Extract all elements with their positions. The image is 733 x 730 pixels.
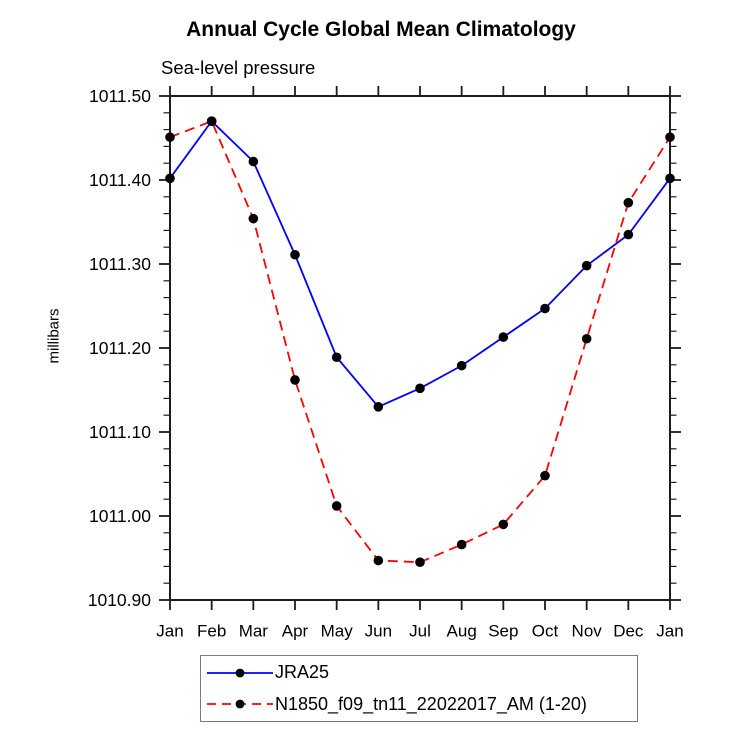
x-tick-label: Jun xyxy=(365,622,392,641)
legend-label-n1850: N1850_f09_tn11_22022017_AM (1-20) xyxy=(275,693,587,714)
data-point-marker-1 xyxy=(665,132,675,142)
data-point-marker-1 xyxy=(165,132,175,142)
y-tick-label: 1011.20 xyxy=(89,338,151,358)
x-tick-label: Jan xyxy=(656,622,683,641)
chart-title: Annual Cycle Global Mean Climatology xyxy=(186,18,576,41)
data-point-marker-1 xyxy=(498,519,509,530)
data-point-marker-1 xyxy=(540,470,550,481)
data-point-marker-1 xyxy=(456,539,467,550)
y-tick-label: 1011.50 xyxy=(89,86,151,106)
data-point-marker-0 xyxy=(456,360,467,371)
data-point-marker-0 xyxy=(331,352,342,363)
x-tick-label: Oct xyxy=(532,622,559,641)
data-point-marker-0 xyxy=(540,303,550,314)
data-point-marker-0 xyxy=(581,260,592,271)
data-point-marker-1 xyxy=(248,213,259,224)
legend-marker-icon xyxy=(235,668,245,678)
x-tick-label: Sep xyxy=(488,622,518,641)
legend-marker-icon xyxy=(235,699,245,709)
y-tick-label: 1011.00 xyxy=(89,506,151,526)
x-tick-label: Apr xyxy=(282,622,309,641)
y-tick-label: 1011.10 xyxy=(89,422,151,442)
legend-item-jra25: JRA25 xyxy=(206,658,637,688)
x-tick-label: Jan xyxy=(156,622,183,641)
x-tick-label: Mar xyxy=(239,622,269,641)
y-tick-label: 1011.30 xyxy=(89,254,151,274)
y-tick-label: 1011.40 xyxy=(89,170,151,190)
legend-solid-line-sample xyxy=(207,668,273,678)
data-point-marker-0 xyxy=(248,156,259,167)
data-point-marker-1 xyxy=(373,555,384,566)
data-point-marker-1 xyxy=(331,501,342,511)
data-point-marker-0 xyxy=(665,173,675,184)
x-tick-label: Feb xyxy=(197,622,226,641)
plot-frame xyxy=(169,95,671,601)
legend-item-n1850: N1850_f09_tn11_22022017_AM (1-20) xyxy=(206,689,637,719)
data-point-marker-0 xyxy=(623,229,634,240)
data-point-marker-0 xyxy=(290,249,300,260)
series-line-0 xyxy=(169,120,671,408)
series-line-1 xyxy=(169,120,671,564)
x-tick-label: Aug xyxy=(447,622,477,641)
data-point-marker-1 xyxy=(623,197,634,208)
data-point-marker-0 xyxy=(415,383,425,394)
data-point-marker-0 xyxy=(498,332,509,342)
data-point-marker-1 xyxy=(290,375,300,385)
data-point-marker-0 xyxy=(165,173,175,184)
data-point-marker-1 xyxy=(206,116,217,126)
data-point-marker-1 xyxy=(415,557,425,567)
x-tick-label: Nov xyxy=(572,622,603,641)
data-point-marker-0 xyxy=(373,402,384,412)
data-point-marker-1 xyxy=(581,333,592,344)
chart-subtitle: Sea-level pressure xyxy=(161,57,316,78)
legend-label-jra25: JRA25 xyxy=(275,662,330,683)
x-tick-label: Jul xyxy=(409,622,431,641)
x-tick-label: Dec xyxy=(613,622,644,641)
legend-dashed-line-sample xyxy=(207,699,273,709)
x-tick-label: May xyxy=(321,622,354,641)
legend-box: JRA25 N1850_f09_tn11_22022017_AM (1-20) xyxy=(200,655,638,722)
y-tick-label: 1010.90 xyxy=(88,590,152,610)
